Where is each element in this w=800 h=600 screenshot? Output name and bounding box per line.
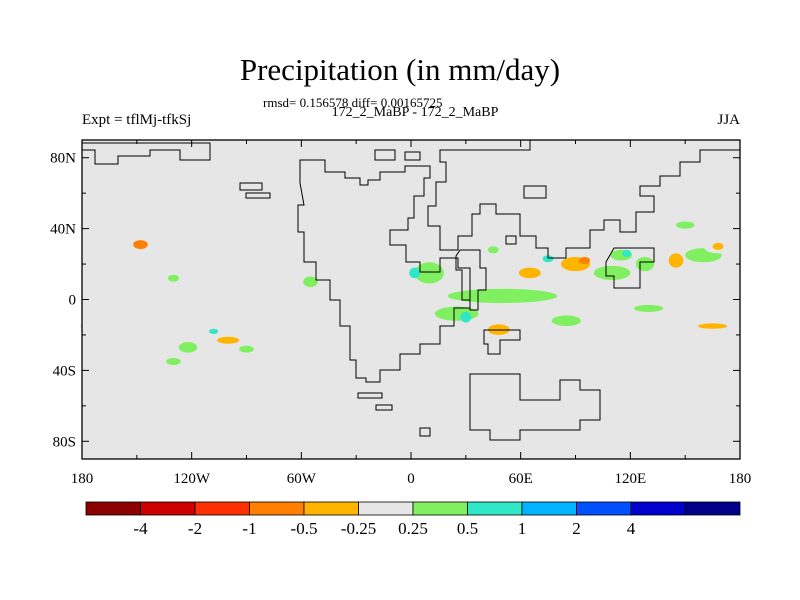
anomaly-patch-9 [122, 327, 170, 343]
colorbar-label: 0.5 [457, 519, 478, 538]
colorbar-box-7 [467, 501, 523, 516]
anomaly-patch-26 [447, 288, 558, 304]
y-tick-label: 80S [53, 434, 76, 450]
y-tick-label: 40N [50, 222, 76, 238]
anomaly-patch-3 [87, 272, 132, 284]
x-tick-label: 120W [173, 471, 211, 487]
coastline-15 [505, 235, 517, 245]
x-tick-label: 60E [509, 471, 533, 487]
colorbar-label: -0.25 [341, 519, 376, 538]
season-label: JJA [717, 112, 740, 128]
coastline-5 [81, 142, 211, 165]
anomaly-patch-8 [80, 320, 99, 332]
colorbar-box-9 [576, 501, 632, 516]
colorbar-box-4 [303, 501, 359, 516]
anomaly-patch-31 [551, 315, 581, 327]
coastline-8 [427, 139, 741, 259]
plot-area [82, 140, 740, 459]
chart-title: Precipitation (in mm/day) [239, 52, 561, 87]
coastline-9 [455, 249, 487, 311]
anomaly-patch-16 [414, 262, 444, 284]
colorbar-label: 1 [518, 519, 527, 538]
colorbar-box-0 [85, 501, 141, 516]
anomaly-patch-35 [635, 256, 655, 272]
y-tick-label: 40S [53, 363, 76, 379]
colorbar-label: -1 [242, 519, 256, 538]
coastline-4 [245, 192, 271, 199]
colorbar-label: -2 [188, 519, 202, 538]
coastline-14 [523, 185, 547, 199]
anomaly-patch-4 [155, 282, 229, 288]
colorbar-label: -0.5 [291, 519, 318, 538]
anomaly-patch-19 [487, 246, 499, 254]
anomaly-patch-7 [303, 276, 318, 288]
colorbar-label: 4 [627, 519, 636, 538]
anomaly-patch-32 [593, 265, 631, 281]
rmsd-diff-stats: rmsd= 0.156578 diff= 0.00165725 [263, 95, 443, 110]
anomaly-patch-12 [209, 328, 219, 335]
coastline-3 [239, 182, 263, 191]
y-tick-label: 0 [69, 293, 77, 309]
anomaly-patch-30 [460, 311, 472, 323]
anomaly-patch-40 [712, 242, 724, 250]
coastline-0 [297, 159, 471, 383]
y-tick-label: 80N [50, 151, 76, 167]
colorbar-label: 0.25 [398, 519, 428, 538]
anomaly-patch-37 [668, 253, 684, 268]
coastline-13 [419, 427, 431, 437]
anomaly-patch-0 [82, 232, 101, 243]
colorbar-box-5 [358, 501, 414, 516]
anomaly-patch-44 [633, 304, 664, 312]
anomaly-patch-43 [697, 323, 728, 329]
anomaly-patch-45 [694, 202, 720, 210]
coastline-1 [357, 392, 383, 399]
coastline-11 [469, 373, 601, 441]
anomaly-patch-17 [409, 267, 421, 279]
anomaly-patch-11 [217, 336, 240, 344]
anomaly-patch-24 [579, 256, 591, 265]
x-tick-label: 0 [407, 471, 415, 487]
colorbar-box-2 [194, 501, 250, 516]
anomaly-patch-6 [257, 273, 291, 283]
anomaly-patch-27 [434, 306, 479, 321]
coastline-10 [483, 329, 521, 355]
colorbar-box-10 [630, 501, 686, 516]
anomaly-patch-2 [133, 240, 148, 249]
x-tick-label: 180 [71, 471, 94, 487]
anomaly-patch-42 [648, 318, 740, 330]
colorbar-box-1 [140, 501, 196, 516]
x-tick-label: 120E [614, 471, 646, 487]
anomaly-patch-14 [166, 357, 181, 366]
anomaly-patch-21 [518, 267, 541, 279]
chart-subtitle: 172_2_MaBP - 172_2_MaBP [331, 105, 499, 120]
x-tick-label: 60W [287, 471, 317, 487]
anomaly-patch-15 [239, 345, 254, 353]
anomaly-patch-25 [542, 255, 554, 263]
anomaly-patch-5 [167, 274, 179, 282]
coastline-6 [374, 149, 396, 161]
colorbar-box-3 [249, 501, 305, 516]
colorbar-box-8 [521, 501, 577, 516]
colorbar-label: 2 [572, 519, 581, 538]
anomaly-patch-34 [622, 249, 632, 257]
coastline-2 [375, 404, 393, 411]
anomaly-patch-46 [676, 221, 695, 229]
x-tick-label: 180 [729, 471, 752, 487]
colorbar-box-11 [685, 501, 741, 516]
experiment-label: Expt = tflMj-tfkSj [82, 112, 192, 128]
coastline-7 [404, 151, 421, 161]
colorbar-box-6 [412, 501, 468, 516]
anomaly-patch-41 [690, 267, 735, 279]
anomaly-patch-13 [178, 342, 198, 353]
coastline-12 [605, 247, 655, 289]
colorbar-label: -4 [133, 519, 148, 538]
